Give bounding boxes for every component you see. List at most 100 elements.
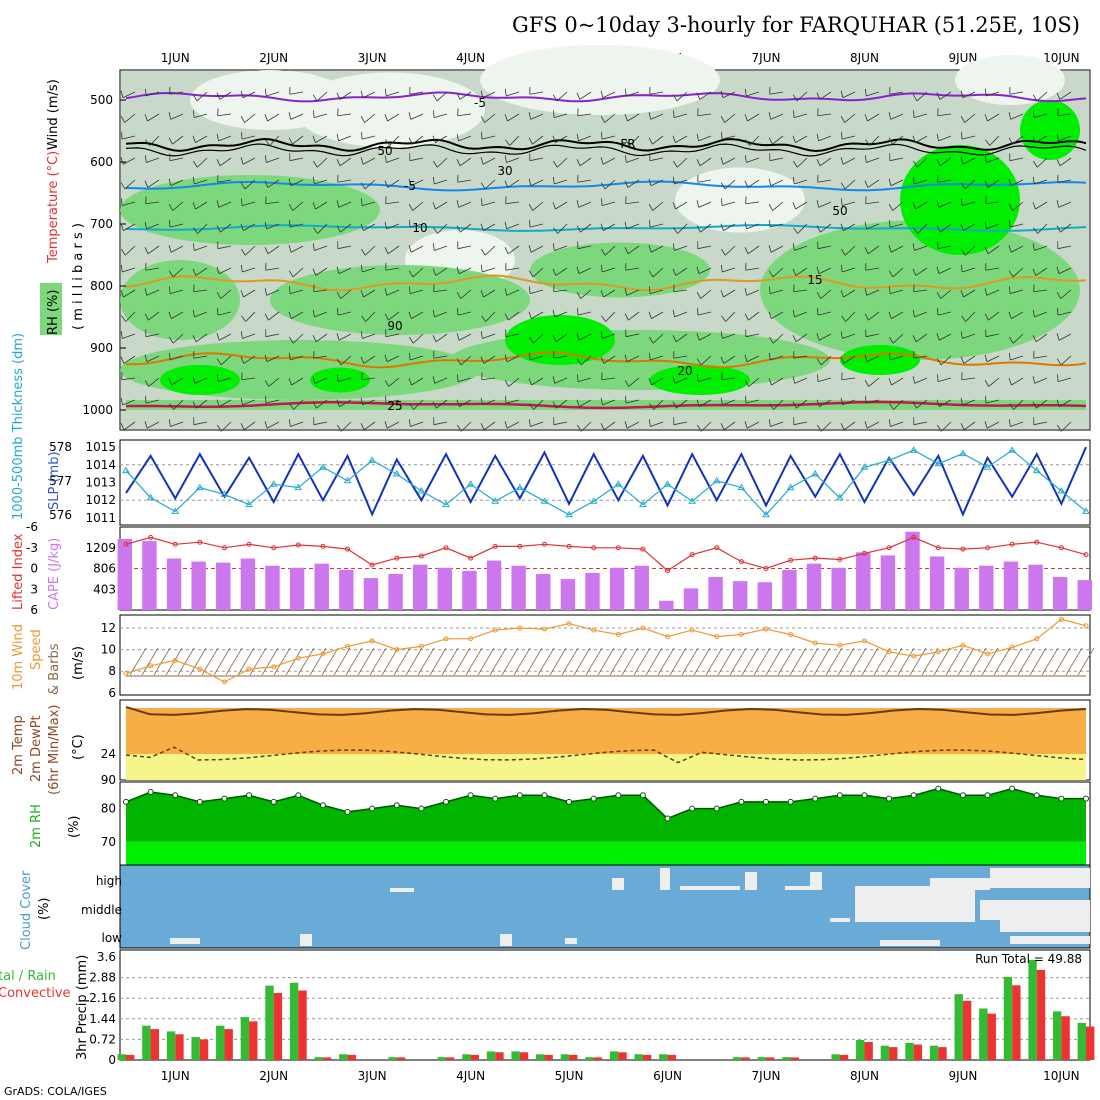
- wind-barb: [792, 399, 808, 409]
- wind-barb: [769, 286, 784, 294]
- wind-barb: [456, 133, 472, 142]
- wind-barb: [409, 86, 424, 95]
- wind-barb: [960, 289, 976, 298]
- wind-barb: [865, 262, 880, 271]
- lifted-index-point: [369, 562, 375, 568]
- wind-barb: [600, 397, 616, 406]
- lifted-index-point: [468, 555, 474, 561]
- wind-barb: [168, 201, 184, 211]
- wind-barb: [744, 113, 760, 122]
- precip-convective-bar: [224, 1029, 233, 1060]
- wind-barb: [529, 153, 544, 162]
- wind-barb: [264, 155, 280, 163]
- temp2m-ticks: 24 90: [101, 747, 116, 787]
- wind-barb: [649, 286, 664, 294]
- wind-barb: [1032, 333, 1048, 343]
- wind-barb: [625, 329, 640, 338]
- rh2m-tick-label: 80: [101, 802, 116, 816]
- bottom-date-label: 9JUN: [948, 1069, 977, 1083]
- wind10-barb: [669, 647, 687, 676]
- cloud-axis-label: Cloud Cover: [19, 870, 34, 950]
- wind-barb: [408, 112, 424, 120]
- wind-barb: [385, 329, 400, 338]
- wind-barb: [672, 135, 688, 143]
- wind10-barb: [201, 647, 219, 676]
- wind-barb: [984, 421, 1000, 429]
- wind10-barb: [693, 647, 711, 676]
- wind10-speed-point: [911, 653, 917, 659]
- wind-barb: [888, 135, 904, 145]
- wind-barb: [576, 200, 592, 208]
- wind-barb: [744, 88, 760, 97]
- wind-barb: [888, 352, 904, 361]
- wind-barb: [480, 289, 496, 298]
- wind-barb: [912, 376, 928, 384]
- wind-barb: [408, 419, 424, 427]
- rh2m-point: [443, 798, 449, 805]
- thickness-point: [565, 510, 573, 518]
- wind-barb: [816, 157, 832, 167]
- wind10-speed-point: [320, 651, 326, 657]
- precip-convective-bar: [495, 1052, 504, 1060]
- slp-series: [122, 446, 1090, 518]
- wind-barb: [673, 223, 688, 234]
- wind-barb: [504, 179, 520, 188]
- cloud-clear-patch: [880, 940, 940, 946]
- wind-barb: [864, 113, 880, 122]
- wind-barb: [1032, 399, 1048, 409]
- wind-barb: [121, 372, 136, 381]
- wind-barb: [385, 395, 400, 404]
- lifted-index-point: [443, 545, 449, 551]
- wind-barb: [600, 90, 616, 99]
- wind10-barb: [957, 647, 975, 676]
- cloud-row-label: high: [96, 874, 122, 888]
- rh2m-area-fill: [126, 788, 1086, 842]
- wind-barb: [168, 112, 184, 120]
- lifted-index-point: [541, 541, 547, 547]
- rh2m-point: [664, 815, 671, 822]
- cloud-row-labels: high middle low: [81, 874, 122, 945]
- thickness-point: [540, 497, 549, 504]
- cape-bar: [929, 556, 945, 610]
- thickness-point: [294, 483, 303, 491]
- thickness-point: [417, 487, 426, 494]
- wind-barb: [1008, 352, 1024, 361]
- thickness-point: [663, 480, 672, 487]
- wind10-barb: [141, 647, 159, 676]
- cloud-clear-patch: [745, 872, 757, 890]
- wind-barb: [360, 421, 376, 431]
- wind-barb: [720, 157, 736, 165]
- wind-barb: [841, 131, 856, 140]
- bottom-date-label: 1JUN: [161, 1069, 190, 1083]
- temp2m-tick-label: 90: [101, 773, 116, 787]
- wind-barb: [984, 221, 1000, 230]
- rh2m-point: [1058, 795, 1065, 802]
- lifted-index-point: [1034, 539, 1040, 545]
- wind10-barb: [981, 647, 999, 676]
- bottom-date-label: 6JUN: [653, 1069, 682, 1083]
- wind-barb: [505, 395, 520, 404]
- wind-barb: [768, 352, 784, 361]
- wind-barb: [288, 377, 304, 386]
- rh2m-point: [369, 805, 376, 812]
- wind-barb: [312, 376, 328, 384]
- rh-shading: [120, 45, 1089, 429]
- cape-tick-label: 1209: [85, 541, 116, 555]
- top-date-label: 1JUN: [161, 51, 190, 65]
- wind-barb: [432, 243, 448, 251]
- precip-total-bar: [265, 985, 274, 1060]
- precip-total-bar: [314, 1057, 323, 1060]
- wind-barb: [168, 419, 184, 427]
- cape-bar: [831, 567, 846, 610]
- cape-bar: [856, 552, 871, 610]
- millibars-axis-label: ( m i l l i b a r s ): [71, 223, 86, 330]
- wind-barb: [672, 201, 688, 210]
- wind-barb: [601, 131, 616, 140]
- wind-barb: [648, 333, 664, 344]
- wind10-barb: [897, 647, 915, 676]
- wind-barb: [432, 176, 448, 185]
- thickness-tick-label: 576: [49, 508, 72, 522]
- wind-barb: [816, 355, 832, 366]
- li-tick-label: -6: [26, 520, 38, 534]
